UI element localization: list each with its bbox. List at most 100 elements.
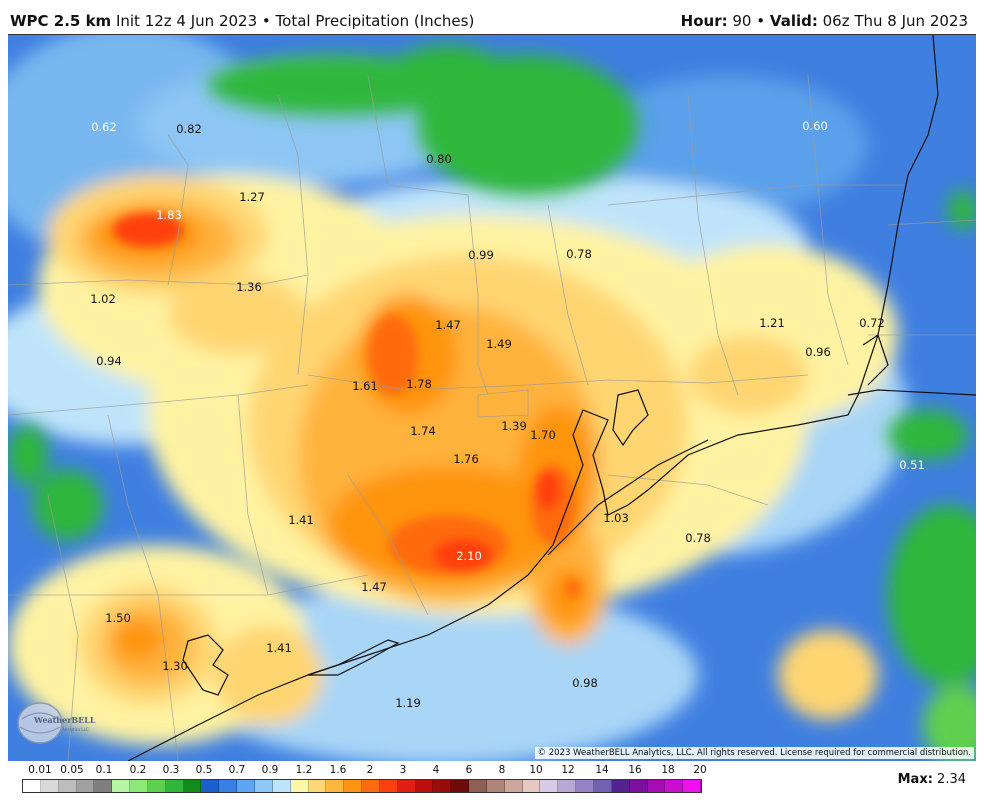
model-name: WPC 2.5 km (10, 12, 112, 30)
precip-value-label: 1.50 (105, 611, 131, 625)
color-swatch (112, 780, 131, 792)
precip-value-label: 1.83 (156, 208, 182, 222)
color-legend: 0.01 0.05 0.1 0.2 0.3 0.5 0.7 0.9 1.2 1.6 2 3 4 6 8 10 1… (22, 764, 707, 794)
product-title: WPC 2.5 km Init 12z 4 Jun 2023 • Total P… (10, 12, 474, 30)
max-number: 2.34 (937, 772, 966, 787)
hour-value: 90 (732, 12, 752, 30)
precip-value-label: 1.41 (266, 641, 292, 655)
legend-tick-label: 1.6 (329, 764, 347, 776)
legend-tick-label: 0.01 (28, 764, 52, 776)
legend-tick-label: 16 (628, 764, 642, 776)
map-field (8, 35, 976, 761)
legend-tick-label: 0.2 (129, 764, 147, 776)
precip-value-label: 1.70 (530, 428, 556, 442)
light-precip-green (8, 45, 976, 761)
color-swatch (558, 780, 577, 792)
color-swatch (308, 780, 327, 792)
legend-tick-label: 0.05 (60, 764, 84, 776)
valid-time-info: Hour: 90 • Valid: 06z Thu 8 Jun 2023 (681, 12, 968, 30)
color-swatch (469, 780, 487, 792)
precip-value-label: 0.80 (426, 152, 452, 166)
color-swatch (147, 780, 166, 792)
title-separator: • (261, 12, 271, 30)
legend-tick-label: 12 (561, 764, 575, 776)
legend-tick-label: 1.2 (295, 764, 313, 776)
precip-value-label: 1.47 (435, 318, 461, 332)
coastline (127, 35, 976, 761)
legend-tick-label: 3 (399, 764, 407, 776)
legend-tick-label: 8 (498, 764, 506, 776)
color-swatch (76, 780, 95, 792)
color-swatch (94, 780, 113, 792)
precip-value-label: 0.72 (859, 316, 885, 330)
precip-value-label: 0.78 (685, 531, 711, 545)
color-swatch (201, 780, 220, 792)
precipitation-map[interactable]: 0.62 0.82 0.80 0.60 1.27 1.83 0.99 0.78 1.36 1.02… (8, 34, 976, 761)
color-swatch (344, 780, 363, 792)
color-swatch (433, 780, 452, 792)
legend-tick-label: 4 (432, 764, 440, 776)
precip-value-label: 1.36 (236, 280, 262, 294)
logo-globe-icon (17, 702, 63, 744)
valid-separator: • (756, 12, 766, 30)
precip-value-label: 1.30 (162, 659, 188, 673)
county-lines (8, 74, 976, 761)
color-swatch (629, 780, 648, 792)
color-swatch (665, 780, 684, 792)
legend-tick-label: 14 (595, 764, 609, 776)
precip-value-label: 1.74 (410, 424, 436, 438)
legend-tick-label: 2 (366, 764, 374, 776)
color-swatch (23, 780, 41, 792)
precip-value-label: 1.21 (759, 316, 785, 330)
color-swatch (326, 780, 345, 792)
color-swatch (611, 780, 630, 792)
max-label: Max: (897, 772, 933, 787)
precip-value-label: 0.82 (176, 122, 202, 136)
legend-tick-label: 20 (693, 764, 707, 776)
copyright-notice: © 2023 WeatherBELL Analytics, LLC. All r… (534, 747, 974, 759)
color-swatch (594, 780, 612, 792)
precip-value-label: 0.99 (468, 248, 494, 262)
field-name: Total Precipitation (Inches) (275, 12, 475, 30)
weatherbell-logo: WeatherBELL Analytics LLC (14, 697, 100, 749)
max-value: Max: 2.34 (898, 772, 966, 787)
precip-value-label: 2.10 (456, 549, 482, 563)
hour-label: Hour: (680, 12, 728, 30)
precip-value-label: 0.96 (805, 345, 831, 359)
color-swatch (451, 780, 470, 792)
precip-value-label: 0.98 (572, 676, 598, 690)
valid-value: 06z Thu 8 Jun 2023 (822, 12, 968, 30)
color-swatch (379, 780, 398, 792)
header-bar: WPC 2.5 km Init 12z 4 Jun 2023 • Total P… (0, 0, 984, 34)
color-swatch (130, 780, 148, 792)
color-swatch (40, 780, 59, 792)
color-swatch (540, 780, 559, 792)
legend-tick-label: 0.1 (95, 764, 113, 776)
precip-value-label: 1.41 (288, 513, 314, 527)
legend-tick-label: 0.3 (162, 764, 180, 776)
precip-value-label: 0.60 (802, 119, 828, 133)
color-swatch (397, 780, 416, 792)
color-swatch (237, 780, 255, 792)
valid-label: Valid: (769, 12, 818, 30)
logo-subtext: Analytics LLC (62, 727, 89, 732)
precip-value-label: 1.27 (239, 190, 265, 204)
color-swatch (683, 780, 702, 792)
color-swatch (486, 780, 505, 792)
color-swatch (415, 780, 434, 792)
color-swatch (576, 780, 594, 792)
color-swatch (58, 780, 77, 792)
precip-value-label: 1.39 (501, 419, 527, 433)
color-swatch (219, 780, 238, 792)
color-swatch (522, 780, 541, 792)
legend-tick-label: 0.7 (228, 764, 246, 776)
precip-value-label: 1.78 (406, 377, 432, 391)
precip-value-label: 0.62 (91, 120, 117, 134)
precip-value-label: 1.03 (603, 511, 629, 525)
logo-text: WeatherBELL (34, 715, 96, 725)
legend-tick-label: 6 (465, 764, 473, 776)
color-swatch (290, 780, 309, 792)
precip-value-label: 0.78 (566, 247, 592, 261)
color-swatch (272, 780, 291, 792)
color-swatch (647, 780, 666, 792)
